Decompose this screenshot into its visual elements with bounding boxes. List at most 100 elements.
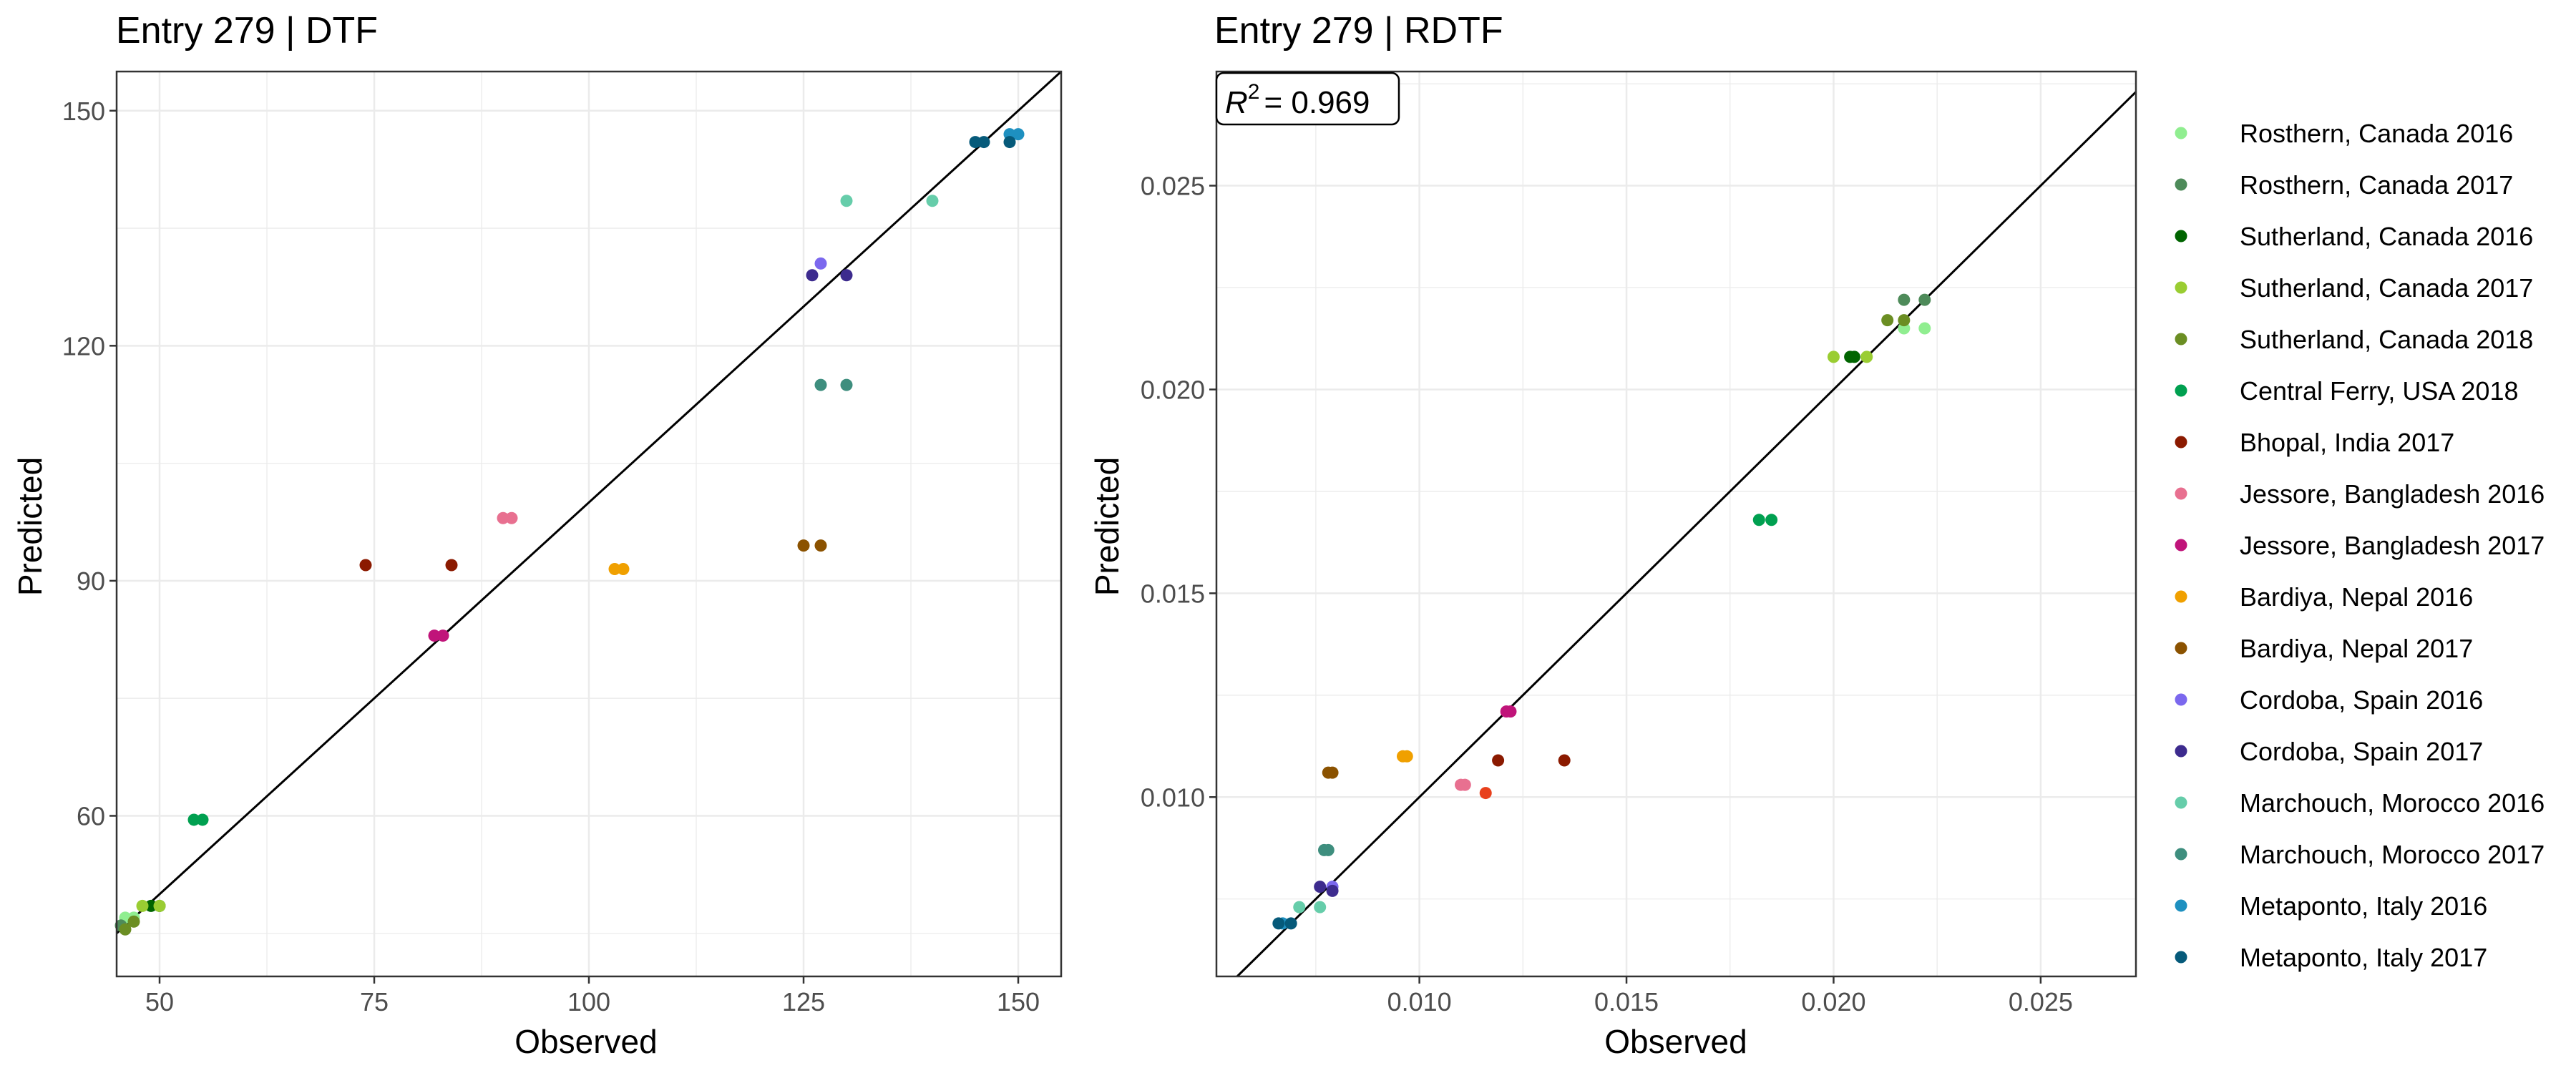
legend-label: Central Ferry, USA 2018 (2240, 376, 2519, 406)
rdtf-x-tick-label: 0.020 (1801, 987, 1865, 1016)
rdtf-x-ticks: 0.010 0.015 0.020 0.025 (1387, 976, 2073, 1016)
legend-key (2175, 848, 2187, 861)
dtf-points (114, 128, 1025, 936)
dtf-data-point (814, 539, 827, 552)
legend-label: Cordoba, Spain 2017 (2240, 737, 2483, 766)
rdtf-data-point (1326, 884, 1339, 897)
rdtf-data-point (1918, 322, 1931, 335)
legend-key (2175, 436, 2187, 449)
rdtf-y-tick-label: 0.020 (1141, 375, 1205, 404)
dtf-data-point (428, 629, 441, 642)
rdtf-panel: Entry 279 | RDTF 0.010 0.015 0.020 0.025 0.… (1088, 10, 2137, 1060)
legend-label: Marchouch, Morocco 2016 (2240, 788, 2545, 818)
dtf-x-tick-label: 50 (145, 987, 174, 1016)
rdtf-data-point (1752, 514, 1765, 526)
dtf-data-point (359, 559, 372, 572)
rdtf-data-point (1898, 293, 1911, 306)
dtf-y-tick-label: 90 (77, 567, 105, 596)
dtf-y-axis-label: Predicted (11, 457, 49, 596)
rdtf-data-point (1326, 766, 1339, 779)
dtf-data-point (814, 378, 827, 391)
rdtf-title: Entry 279 | RDTF (1214, 10, 1503, 52)
dtf-y-tick-label: 120 (62, 331, 105, 361)
dtf-data-point (840, 269, 853, 282)
dtf-identity-line-group (115, 70, 1063, 934)
legend-label: Bardiya, Nepal 2017 (2240, 634, 2473, 663)
rdtf-data-point (1827, 351, 1840, 363)
legend-key (2175, 951, 2187, 964)
dtf-data-point (617, 562, 630, 575)
legend-label: Metaponto, Italy 2016 (2240, 891, 2487, 921)
rdtf-y-tick-label: 0.015 (1141, 579, 1205, 608)
dtf-x-tick-label: 100 (567, 987, 610, 1016)
dtf-data-point (196, 813, 209, 826)
rdtf-data-point (1314, 901, 1327, 913)
dtf-x-tick-label: 125 (782, 987, 825, 1016)
dtf-data-point (926, 195, 939, 207)
rdtf-data-point (1860, 351, 1873, 363)
dtf-data-point (814, 257, 827, 270)
legend-key (2175, 642, 2187, 655)
legend-key (2175, 796, 2187, 809)
dtf-data-point (1003, 136, 1016, 149)
rdtf-plot-frame (1215, 70, 2137, 978)
dtf-data-point (187, 813, 200, 826)
rdtf-x-axis-label: Observed (1604, 1023, 1747, 1060)
dtf-x-tick-label: 75 (360, 987, 389, 1016)
legend-label: Rosthern, Canada 2016 (2240, 119, 2513, 148)
rdtf-y-ticks: 0.010 0.015 0.020 0.025 (1141, 172, 1216, 812)
legend-label: Bhopal, India 2017 (2240, 428, 2454, 457)
legend-key (2175, 899, 2187, 912)
r-squared-box (1215, 72, 1400, 126)
legend-key (2175, 178, 2187, 191)
dtf-x-ticks: 50 75 100 125 150 (145, 976, 1040, 1016)
dtf-data-point (136, 899, 149, 912)
dtf-y-tick-label: 150 (62, 97, 105, 126)
rdtf-data-point (1492, 754, 1505, 767)
rdtf-points (1272, 293, 1931, 930)
legend-label: Jessore, Bangladesh 2016 (2240, 479, 2545, 509)
rdtf-x-tick-label: 0.010 (1387, 987, 1452, 1016)
legend-key (2175, 281, 2187, 294)
dtf-data-point (608, 562, 621, 575)
dtf-data-point (797, 539, 810, 552)
rdtf-data-point (1881, 314, 1894, 327)
legend-key (2175, 745, 2187, 758)
rdtf-data-point (1400, 750, 1413, 763)
dtf-title: Entry 279 | DTF (116, 10, 378, 52)
dtf-data-point (497, 511, 509, 524)
legend-key (2175, 127, 2187, 139)
legend-label: Rosthern, Canada 2017 (2240, 170, 2513, 200)
rdtf-data-point (1765, 514, 1778, 526)
dtf-data-point (127, 915, 140, 928)
legend-key (2175, 693, 2187, 706)
rdtf-data-point (1848, 351, 1860, 363)
legend-label: Jessore, Bangladesh 2017 (2240, 531, 2545, 560)
rdtf-y-tick-label: 0.010 (1141, 783, 1205, 812)
dtf-data-point (840, 195, 853, 207)
dtf-data-point (505, 511, 518, 524)
rdtf-data-point (1918, 293, 1931, 306)
rdtf-data-point (1284, 917, 1297, 930)
dtf-data-point (153, 899, 166, 912)
legend-label: Sutherland, Canada 2016 (2240, 222, 2533, 251)
rdtf-identity-line (1236, 91, 2137, 978)
dtf-panel: Entry 279 | DTF 50 75 100 125 150 60 90 120 150… (11, 10, 1063, 1060)
dtf-data-point (436, 629, 449, 642)
dtf-data-point (977, 136, 990, 149)
rdtf-x-tick-label: 0.025 (2009, 987, 2073, 1016)
legend-label: Cordoba, Spain 2016 (2240, 685, 2483, 715)
legend-key (2175, 539, 2187, 552)
dtf-data-point (840, 378, 853, 391)
legend: Rosthern, Canada 2016 Rosthern, Canada 20… (2175, 119, 2545, 972)
dtf-data-point (969, 136, 982, 149)
dtf-data-point (119, 923, 132, 936)
legend-label: Bardiya, Nepal 2016 (2240, 582, 2473, 612)
rdtf-y-axis-label: Predicted (1088, 457, 1126, 596)
rdtf-identity-line-group (1236, 91, 2137, 978)
r-squared-annotation: R2 = 0.969 (1215, 72, 1400, 126)
rdtf-data-point (1479, 787, 1492, 800)
dtf-data-point (445, 559, 458, 572)
rdtf-data-point (1504, 705, 1517, 718)
